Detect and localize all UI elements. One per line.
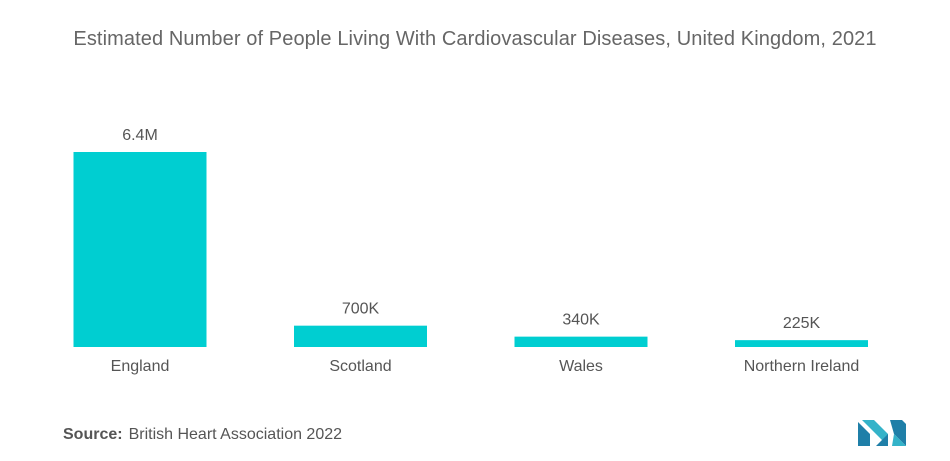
bar-wales xyxy=(514,336,648,347)
source-note: Source: British Heart Association 2022 xyxy=(63,426,342,444)
data-label: 340K xyxy=(562,312,600,329)
bar-scotland xyxy=(294,325,427,347)
category-label: Scotland xyxy=(329,358,391,375)
chart-title: Estimated Number of People Living With C… xyxy=(73,28,877,50)
brand-logo-icon xyxy=(858,420,906,446)
data-label: 700K xyxy=(342,301,380,318)
bar-england xyxy=(73,152,207,347)
bar-northern-ireland xyxy=(735,340,868,347)
source-text: British Heart Association 2022 xyxy=(128,426,343,443)
category-label: Wales xyxy=(559,358,603,375)
data-label: 6.4M xyxy=(122,127,158,144)
category-label: England xyxy=(111,358,170,375)
source-label: Source: xyxy=(63,426,123,443)
data-label: 225K xyxy=(783,315,821,332)
category-label: Northern Ireland xyxy=(744,358,860,375)
